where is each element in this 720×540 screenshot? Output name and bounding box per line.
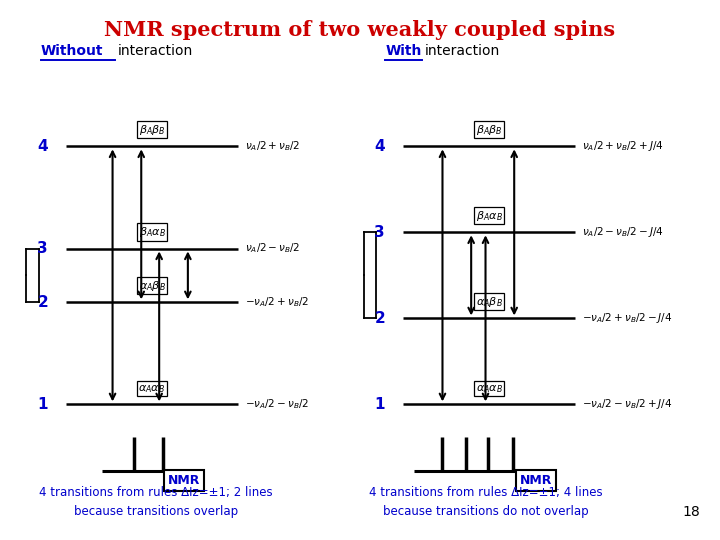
Text: $\alpha_A\alpha_B$: $\alpha_A\alpha_B$	[138, 383, 166, 395]
Text: NMR spectrum of two weakly coupled spins: NMR spectrum of two weakly coupled spins	[104, 20, 616, 40]
Text: $\nu_A/2-\nu_B/2$: $\nu_A/2-\nu_B/2$	[246, 241, 300, 255]
Text: interaction: interaction	[117, 44, 193, 58]
Text: 18: 18	[683, 505, 701, 519]
Text: 4 transitions from rules ΔIz=±1; 4 lines: 4 transitions from rules ΔIz=±1; 4 lines	[369, 486, 603, 499]
Text: $-\nu_A/2+\nu_B/2-J/4$: $-\nu_A/2+\nu_B/2-J/4$	[582, 312, 672, 325]
Text: 4: 4	[374, 139, 385, 154]
Text: 2: 2	[37, 295, 48, 310]
Text: $-\nu_A/2+\nu_B/2$: $-\nu_A/2+\nu_B/2$	[246, 295, 309, 309]
Text: 1: 1	[37, 397, 48, 412]
Text: 3: 3	[374, 225, 385, 240]
Text: 3: 3	[37, 241, 48, 256]
Text: interaction: interaction	[425, 44, 500, 58]
Text: $\alpha_A\alpha_B$: $\alpha_A\alpha_B$	[475, 383, 503, 395]
Text: $\beta_A\alpha_B$: $\beta_A\alpha_B$	[476, 209, 503, 222]
Text: 1: 1	[374, 397, 385, 412]
Text: $\alpha_A\beta_B$: $\alpha_A\beta_B$	[138, 279, 166, 293]
Text: $\nu_A/2-\nu_B/2-J/4$: $\nu_A/2-\nu_B/2-J/4$	[582, 225, 664, 239]
Text: $\beta_A\alpha_B$: $\beta_A\alpha_B$	[138, 225, 166, 239]
Text: 4: 4	[37, 139, 48, 154]
Text: Without: Without	[41, 44, 104, 58]
Text: NMR: NMR	[168, 474, 200, 487]
Text: $\nu_A/2+\nu_B/2+J/4$: $\nu_A/2+\nu_B/2+J/4$	[582, 139, 664, 153]
Text: $-\nu_A/2-\nu_B/2+J/4$: $-\nu_A/2-\nu_B/2+J/4$	[582, 397, 672, 411]
Text: $\beta_A\beta_B$: $\beta_A\beta_B$	[139, 123, 166, 137]
Text: NMR: NMR	[520, 474, 552, 487]
Text: 4 transitions from rules ΔIz=±1; 2 lines: 4 transitions from rules ΔIz=±1; 2 lines	[39, 486, 272, 499]
Text: $-\nu_A/2-\nu_B/2$: $-\nu_A/2-\nu_B/2$	[246, 397, 309, 411]
Text: With: With	[385, 44, 421, 58]
Text: because transitions do not overlap: because transitions do not overlap	[383, 505, 588, 518]
Text: 2: 2	[374, 311, 385, 326]
Text: $\alpha_A\beta_B$: $\alpha_A\beta_B$	[476, 295, 503, 309]
Text: $\nu_A/2+\nu_B/2$: $\nu_A/2+\nu_B/2$	[246, 139, 300, 153]
Text: $\beta_A\beta_B$: $\beta_A\beta_B$	[476, 123, 503, 137]
Text: because transitions overlap: because transitions overlap	[73, 505, 238, 518]
